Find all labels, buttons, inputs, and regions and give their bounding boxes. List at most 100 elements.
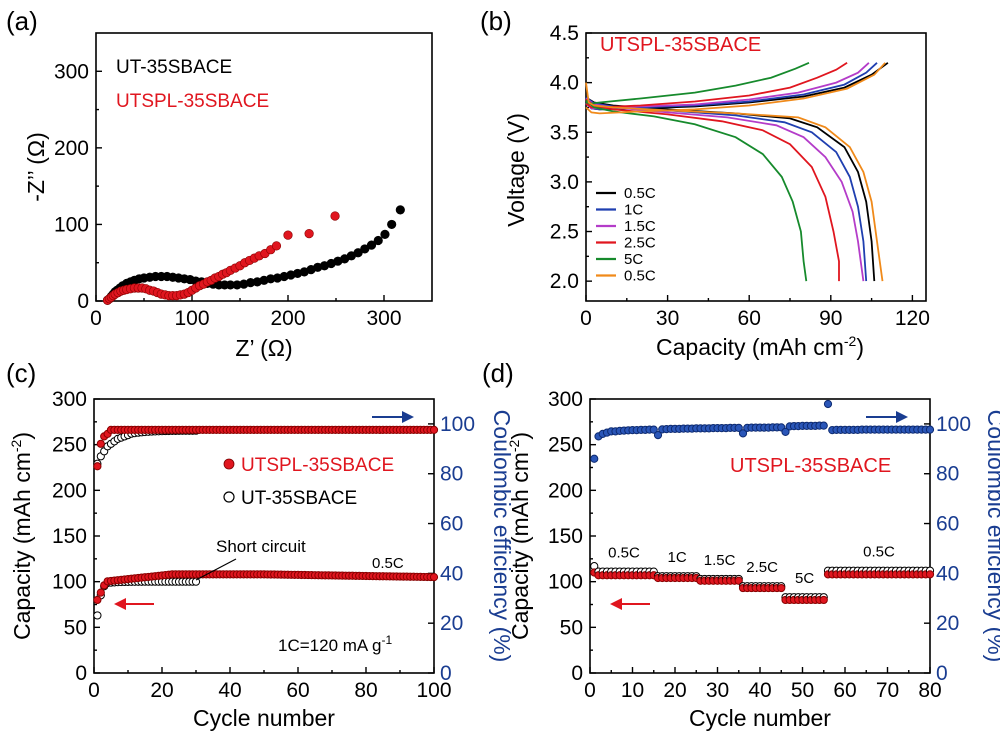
x-tick-label: 50 (791, 679, 814, 702)
y2-tick-label: 100 (936, 413, 971, 436)
curve-2-5C-discharge-3 (585, 98, 840, 282)
x-tick-label: 80 (354, 679, 377, 702)
panel-a-x-axis-title: Z’ (Ω) (235, 335, 292, 361)
x-tick-label: 70 (876, 679, 899, 702)
panel-c-label: (c) (6, 358, 36, 388)
legend-label: 1C (624, 202, 643, 219)
panel-c-left-arrow (114, 598, 154, 610)
panel-c-ticks: 0 20 40 60 80 1000501001502002503000204060801… (52, 388, 475, 702)
utspl-nyquist-point (271, 241, 282, 251)
y-tick-label: 0 (75, 662, 87, 685)
y-tick-label: 0 (77, 290, 89, 313)
legend-label: 0.5C (624, 268, 656, 285)
panel-c-legend-ut: UT-35SBACE (241, 488, 357, 509)
curve-0-5C-charge-5 (585, 62, 886, 115)
y-tick-label: 300 (54, 60, 89, 83)
y-tick-label: 4.0 (550, 72, 579, 95)
x-tick-label: 60 (286, 679, 309, 702)
x-tick-label: 0 (88, 679, 100, 702)
panel-a-data-points (102, 205, 405, 305)
x-tick-label: 0 (584, 679, 596, 702)
ce-point (925, 425, 935, 434)
panel-c-data-points (93, 425, 439, 620)
rate-label: 0.5C (863, 544, 895, 561)
y-tick-label: 150 (548, 525, 583, 548)
x-tick-label: 20 (663, 679, 686, 702)
x-tick-label: 80 (918, 679, 941, 702)
y2-tick-label: 80 (440, 463, 463, 486)
x-tick-label: 90 (819, 307, 842, 330)
y-tick-label: 3.0 (550, 171, 579, 194)
rate-label: 5C (795, 570, 814, 587)
discharge-capacity-point (734, 576, 743, 585)
x-tick-label: 30 (706, 679, 729, 702)
x-tick-label: 60 (738, 307, 761, 330)
discharge-capacity-point (925, 570, 935, 579)
curve-1-5C-charge-2 (585, 62, 870, 110)
y2-tick-label: 0 (936, 662, 948, 685)
y-tick-label: 100 (54, 213, 89, 236)
panel-d-frame (589, 398, 931, 674)
legend-label: 1.5C (624, 218, 656, 235)
utspl-nyquist-point (330, 211, 340, 221)
ut-nyquist-point (395, 205, 405, 215)
panel-a-nyquist-plot: (a) 0 100 200 300 0 100 200 300 UT-35SBACE UTSP… (6, 6, 433, 361)
panel-c-cycling-performance: (c) 0 20 40 60 80 100050100150200250300020406… (6, 358, 515, 731)
legend-label: 5C (624, 251, 643, 268)
y-tick-label: 200 (54, 137, 89, 160)
discharge-capacity-point (777, 583, 786, 593)
panel-c-rate-definition: 1C=120 mA g-1 (278, 633, 392, 655)
panel-d-ticks: 0 10 20 30 40 50 60 70 8005010015020025030002040… (548, 388, 971, 702)
x-tick-label: 300 (366, 307, 401, 330)
utspl-ce-point (96, 439, 105, 448)
rate-label: 1C (668, 549, 687, 566)
ut-nyquist-point (366, 240, 377, 250)
ce-point (823, 399, 833, 409)
y-tick-label: 4.5 (550, 22, 579, 45)
panel-a-ticks: 0 100 200 300 0 100 200 300 (54, 60, 402, 330)
utspl-capacity-point (93, 595, 102, 605)
panel-d-rate-performance: (d) 0 10 20 30 40 50 60 70 800501001502002503000… (482, 358, 1000, 731)
ce-point (734, 423, 743, 432)
panel-b-ticks: 0 30 60 90 120 2.0 2.5 3.0 3.5 4.0 4.5 (550, 22, 930, 330)
legend-label: 2.5C (624, 235, 656, 252)
rate-label: 1.5C (704, 552, 736, 569)
ut-nyquist-point (387, 219, 397, 230)
panel-c-legend-utspl: UTSPL-35SBACE (241, 455, 394, 476)
panel-c-short-circuit-pointer (195, 558, 237, 581)
ce-point (653, 431, 663, 440)
panel-d-label: (d) (482, 358, 514, 388)
x-tick-label: 40 (748, 679, 771, 702)
panel-a-legend-ut: UT-35SBACE (116, 57, 232, 78)
y-tick-label: 100 (548, 571, 583, 594)
y-tick-label: 250 (52, 434, 87, 457)
y-tick-label: 2.5 (550, 221, 579, 244)
panel-d-left-arrow (610, 598, 650, 610)
x-tick-label: 10 (621, 679, 644, 702)
panel-a-legend-utspl: UTSPL-35SBACE (116, 91, 269, 112)
panel-b-x-axis-title: Capacity (mAh cm-2) (656, 333, 864, 360)
y-tick-label: 100 (52, 571, 87, 594)
x-tick-label: 0 (90, 307, 102, 330)
x-tick-label: 40 (218, 679, 241, 702)
y-tick-label: 300 (548, 388, 583, 411)
y-tick-label: 200 (52, 479, 87, 502)
utspl-ce-point (429, 425, 439, 434)
y2-tick-label: 40 (440, 562, 463, 585)
panel-d-data-points (590, 399, 935, 605)
panel-c-y2-axis-title: Coulombic efficiency (%) (489, 410, 515, 663)
x-tick-label: 20 (150, 679, 173, 702)
y-tick-label: 150 (52, 525, 87, 548)
x-tick-label: 200 (270, 307, 305, 330)
panel-b-curves (585, 61, 889, 282)
panel-c-legend-utspl-marker (223, 458, 235, 470)
curve-5C-discharge-4 (585, 99, 808, 282)
panel-a-frame (95, 32, 433, 302)
panel-d-right-arrow (866, 411, 908, 423)
panel-c-short-circuit-label: Short circuit (216, 537, 306, 556)
y2-tick-label: 60 (440, 513, 463, 536)
legend-label: 0.5C (624, 185, 656, 202)
ce-point (590, 454, 599, 463)
